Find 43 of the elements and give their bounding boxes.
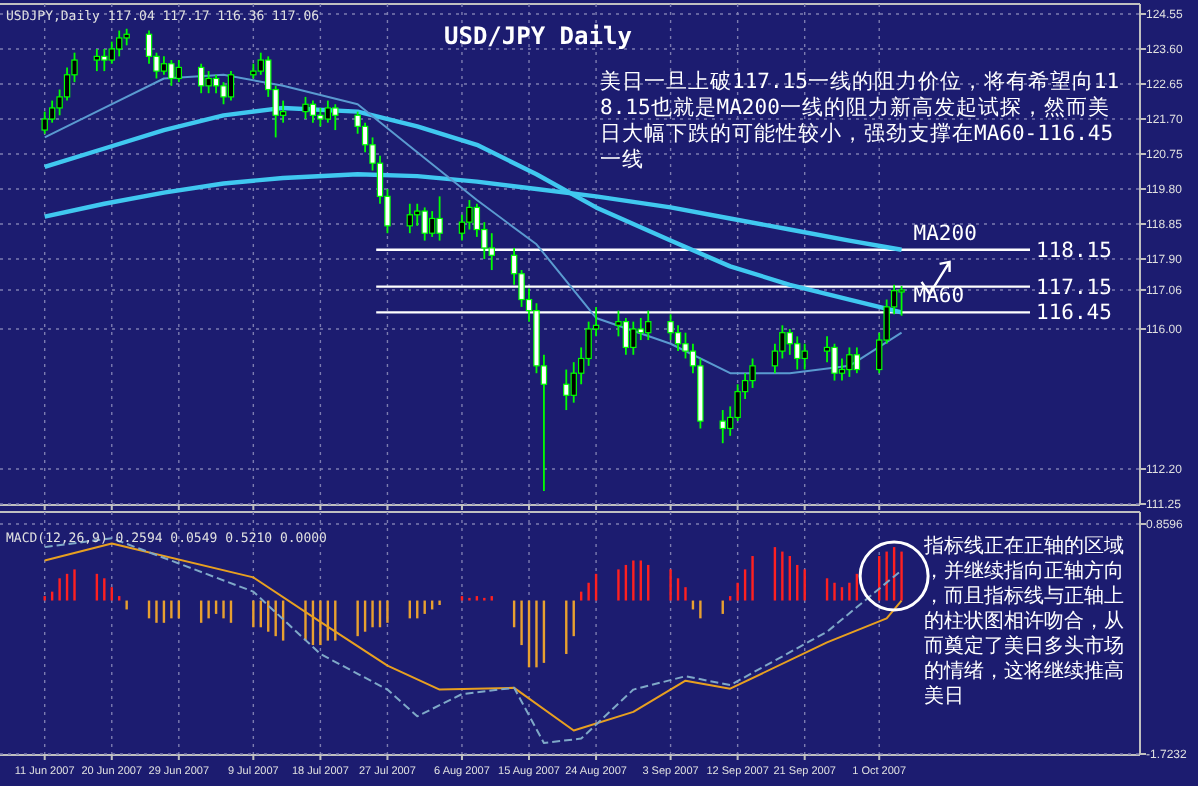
candlestick — [436, 195, 443, 242]
candlestick — [160, 55, 168, 76]
candlestick — [324, 99, 332, 124]
candlestick — [205, 70, 212, 95]
candlestick — [317, 107, 324, 128]
ref-line-label: 118.15 — [1036, 238, 1112, 263]
candlestick — [101, 48, 108, 73]
candlestick — [197, 62, 205, 95]
candlestick — [794, 335, 801, 371]
candlestick — [406, 202, 414, 235]
candlestick — [309, 99, 317, 124]
candlestick — [116, 29, 123, 58]
candlestick — [674, 324, 682, 353]
candlestick — [801, 342, 808, 371]
candlestick — [622, 317, 630, 356]
chart-title: USD/JPY Daily — [444, 22, 632, 50]
candlestick — [831, 342, 838, 382]
candlestick — [846, 346, 853, 378]
candlestick — [719, 409, 726, 445]
candlestick — [630, 320, 637, 356]
annotation: 指标线正在正轴的区域，并继续指向正轴方向，而且指标线与正轴上的柱状图相许吻合，从而奠定了美日多头市场的情绪，这将继续推高美日 — [922, 534, 1124, 708]
candlestick — [645, 309, 652, 341]
candlestick — [302, 95, 309, 120]
candlestick — [421, 206, 428, 242]
candlestick — [227, 70, 235, 102]
series-label: MA200 — [913, 221, 977, 246]
series-label: MA60 — [913, 284, 965, 309]
candlestick — [168, 59, 175, 87]
candlestick — [332, 103, 339, 131]
candlestick — [428, 210, 436, 238]
candlestick — [414, 202, 421, 227]
candlestick — [175, 59, 183, 84]
ref-line-label: 116.45 — [1036, 301, 1112, 326]
candlestick — [93, 48, 101, 73]
candlestick — [637, 317, 644, 341]
annotation: 美日一旦上破117.15一线的阻力价位，将有希望向118.15也就是MA200一线的阻力新高发起试探，然而美日大幅下跌的可能性较小，强劲支撑在MA60-116.45一线 — [600, 68, 1120, 172]
candlestick — [145, 29, 153, 65]
candlestick — [563, 368, 570, 411]
candlestick — [853, 346, 861, 375]
candlestick — [220, 81, 227, 106]
ref-line-label: 117.15 — [1036, 275, 1112, 300]
candlestick — [458, 213, 466, 242]
candlestick — [898, 284, 905, 317]
